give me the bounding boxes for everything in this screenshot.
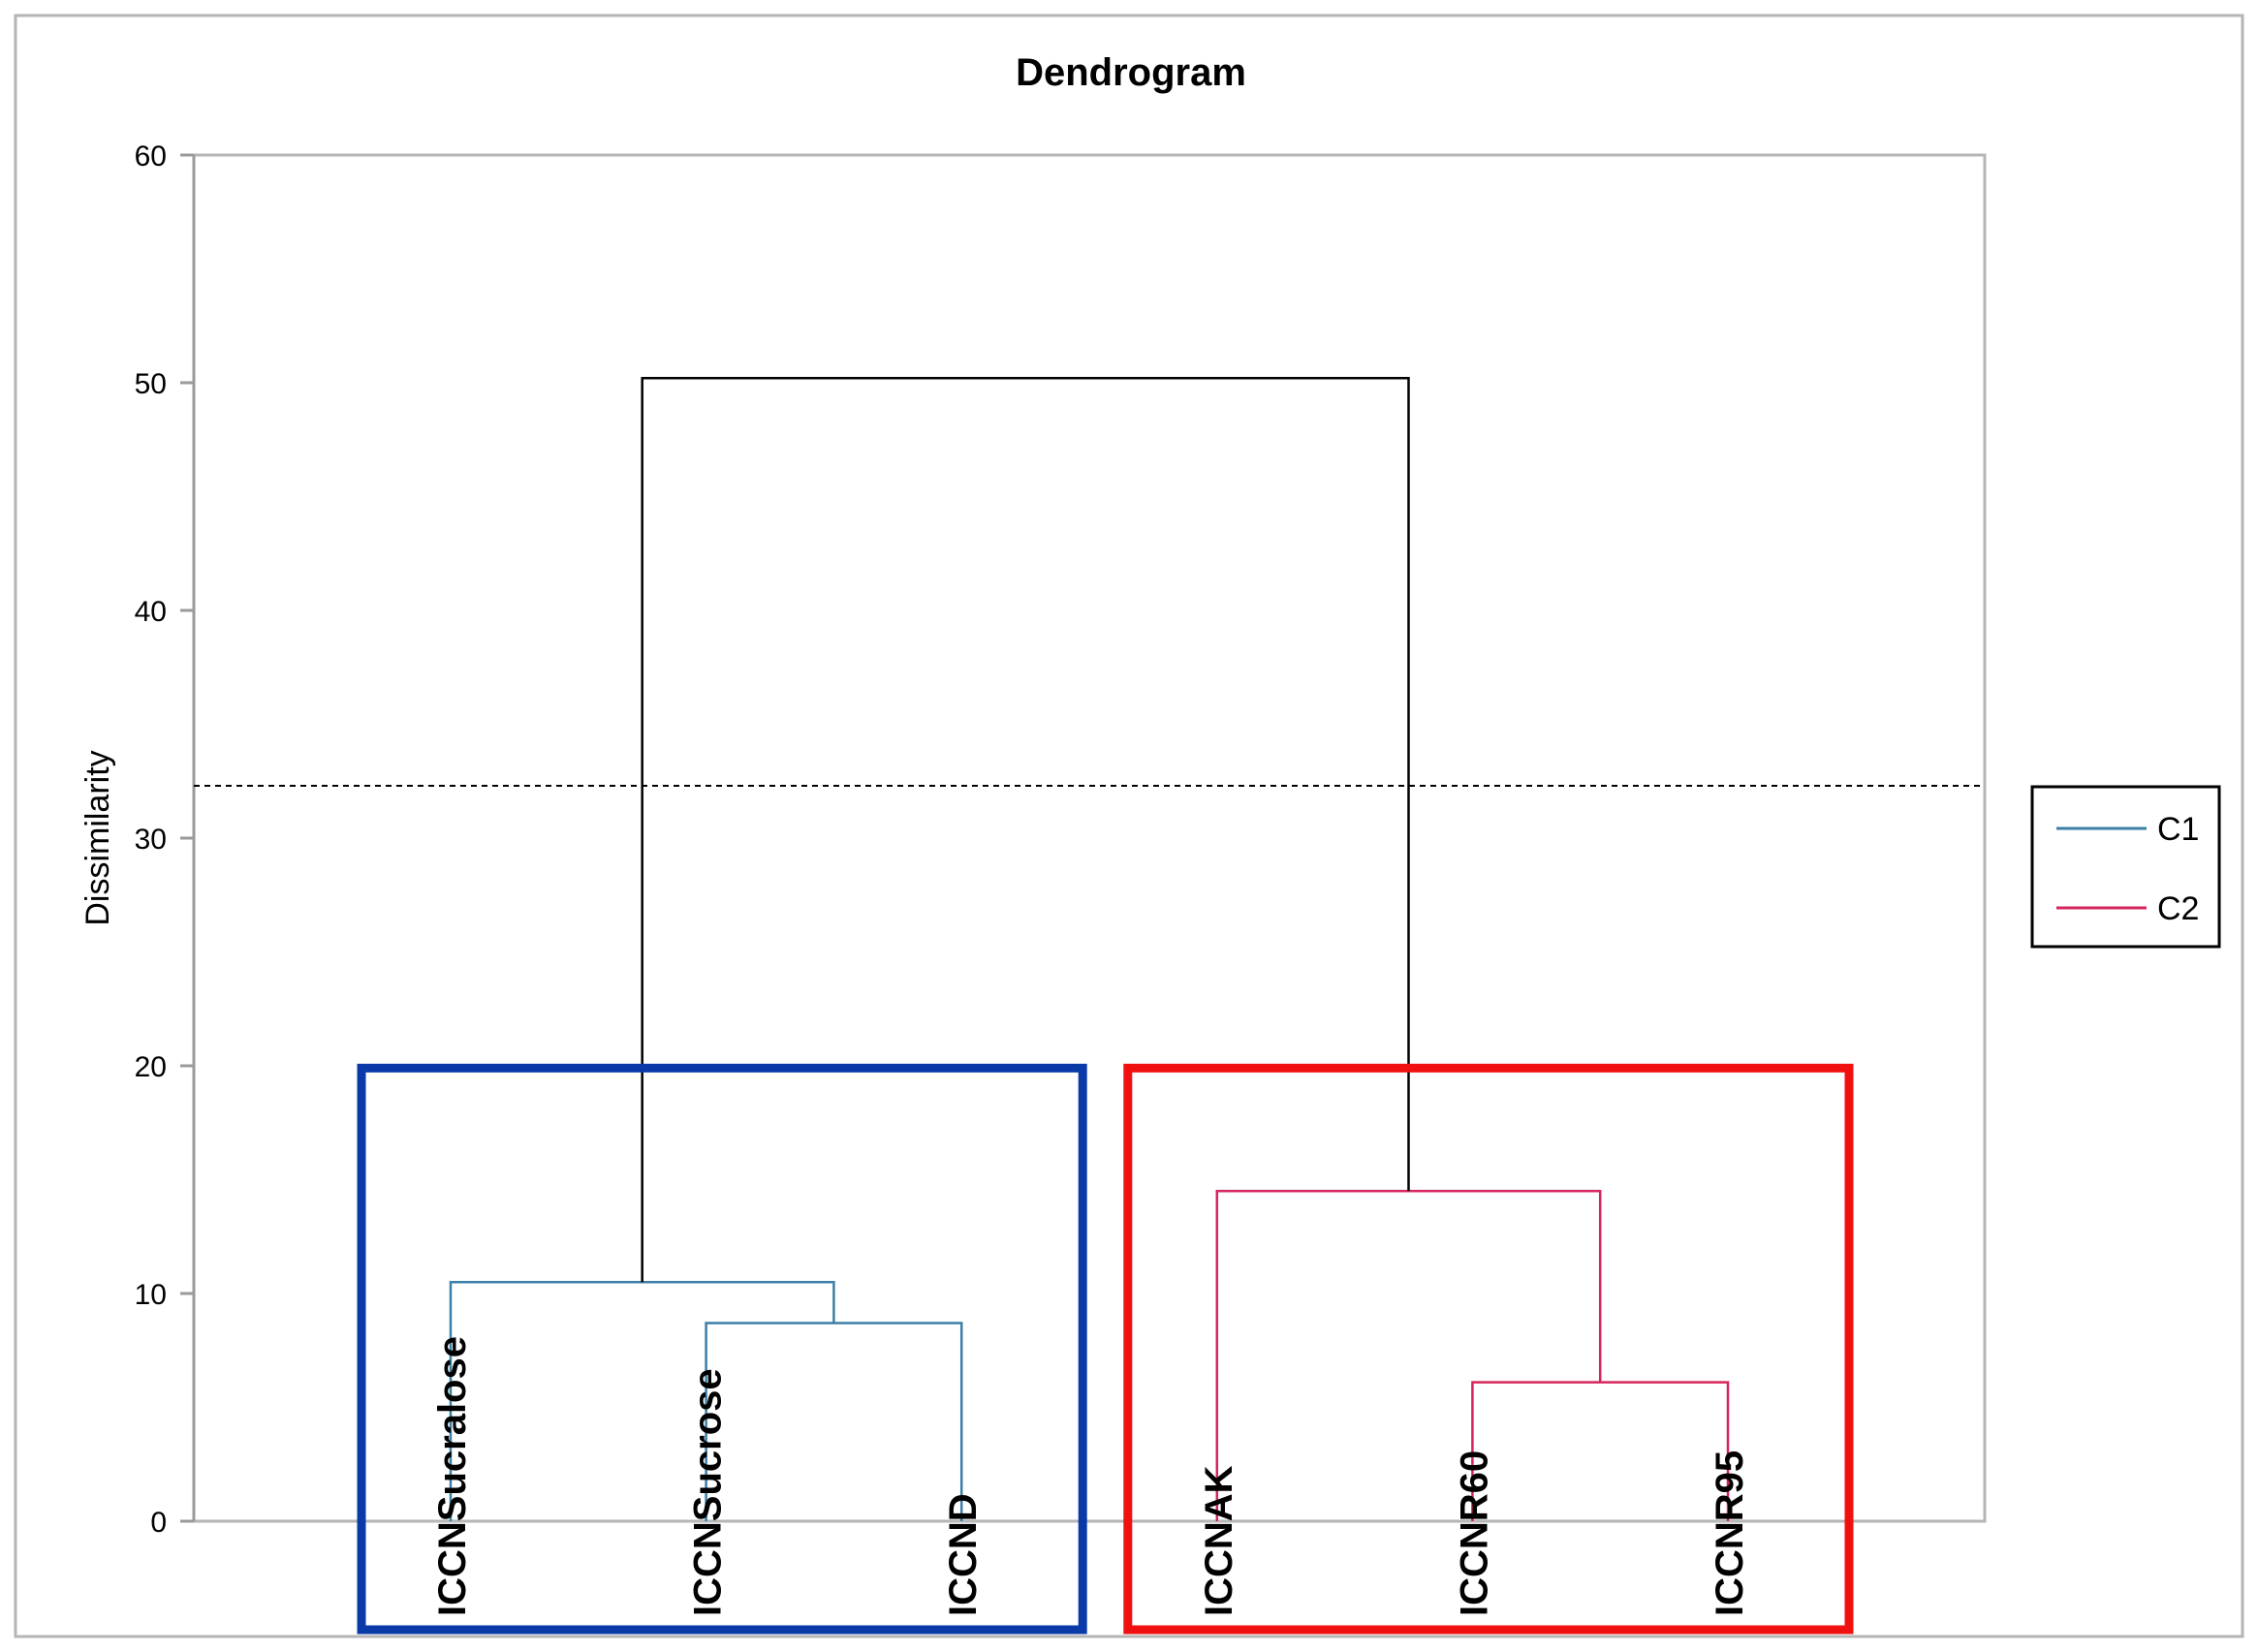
leaf-label: ICCND	[942, 1493, 985, 1616]
y-tick-label: 40	[135, 596, 167, 628]
leaf-label: ICCNAK	[1198, 1465, 1240, 1616]
y-tick-label: 60	[135, 140, 167, 172]
cluster-highlight-boxes	[357, 1063, 1854, 1635]
y-tick-label: 30	[135, 824, 167, 856]
dendrogram-branches	[449, 377, 1730, 1521]
y-axis: 0 10 20 30 40 50 60	[135, 140, 196, 1539]
leaf-label: ICCNR95	[1709, 1450, 1751, 1616]
y-tick-label: 20	[135, 1051, 167, 1083]
leaf-labels: ICCNSucralose ICCNSucrose ICCND ICCNAK ICCNR…	[431, 1336, 1751, 1616]
dendrogram-branch	[641, 377, 1410, 1283]
cluster-highlight-box	[357, 1063, 1087, 1635]
leaf-label: ICCNSucrose	[687, 1368, 730, 1616]
y-tick-label: 50	[135, 368, 167, 400]
cluster-highlight-box	[1123, 1063, 1854, 1635]
legend: C1 C2	[2030, 785, 2221, 949]
leaf-label: ICCNSucralose	[431, 1336, 474, 1616]
y-tick-label: 10	[135, 1279, 167, 1311]
legend-label: C1	[2157, 811, 2199, 848]
chart-title: Dendrogram	[1016, 51, 1246, 94]
legend-label: C2	[2157, 890, 2199, 927]
leaf-label: ICCNR60	[1453, 1450, 1495, 1616]
legend-box	[2030, 785, 2221, 949]
y-tick-label: 0	[150, 1507, 167, 1539]
y-axis-label: Dissimilarity	[79, 750, 116, 925]
